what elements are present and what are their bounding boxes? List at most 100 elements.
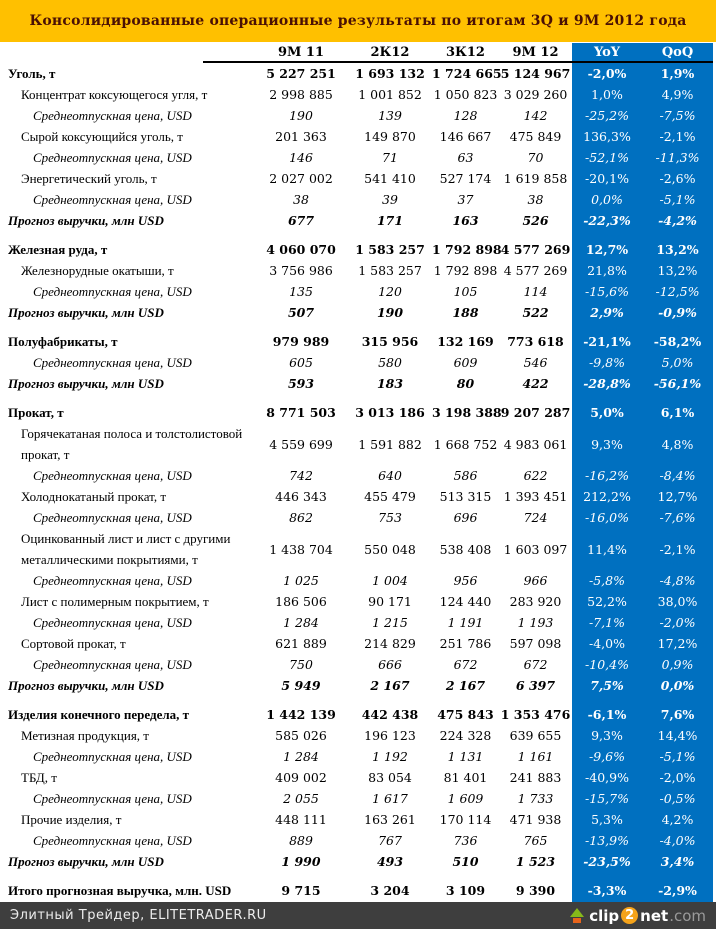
value-9m12: 471 938 xyxy=(509,812,562,827)
value-yoy: 0,0% xyxy=(591,192,623,207)
value-3k12: 672 xyxy=(453,657,478,672)
table-row: Сортовой прокат, т 621 889 214 829 251 7… xyxy=(0,633,716,654)
value-qoq: -4,8% xyxy=(659,573,696,588)
value-yoy: -25,2% xyxy=(585,108,629,123)
row-label: ТБД, т xyxy=(21,770,57,785)
row-label: Среднеотпускная цена, USD xyxy=(33,468,192,483)
value-3k12: 170 114 xyxy=(439,812,492,827)
value-2k12: 1 591 882 xyxy=(358,436,422,452)
value-3k12: 163 xyxy=(452,213,479,228)
value-2k12: 214 829 xyxy=(364,636,416,651)
value-qoq: 12,7% xyxy=(657,489,698,504)
value-2k12: 171 xyxy=(376,213,404,228)
value-9m11: 593 xyxy=(287,376,315,391)
value-qoq: -5,1% xyxy=(659,192,696,207)
value-9m12: 422 xyxy=(522,376,549,391)
value-qoq: 7,6% xyxy=(660,707,695,722)
value-2k12: 71 xyxy=(382,150,398,165)
value-yoy: -9,8% xyxy=(589,355,625,370)
value-3k12: 956 xyxy=(453,573,478,588)
value-9m12: 70 xyxy=(527,150,544,165)
value-yoy: -3,3% xyxy=(587,883,627,898)
value-2k12: 1 693 132 xyxy=(355,66,425,81)
row-label: Сырой коксующийся уголь, т xyxy=(21,129,183,144)
value-qoq: 4,8% xyxy=(661,436,694,452)
row-label: Прогноз выручки, млн USD xyxy=(8,376,164,391)
value-qoq: -8,4% xyxy=(659,468,696,483)
value-3k12: 124 440 xyxy=(439,594,492,609)
value-3k12: 696 xyxy=(453,510,478,525)
table-row: Итого прогнозная выручка, млн. USD 9 715… xyxy=(0,880,716,901)
value-9m11: 862 xyxy=(289,510,313,525)
value-qoq: -12,5% xyxy=(655,284,700,299)
value-3k12: 538 408 xyxy=(439,541,492,557)
table-row: Концентрат коксующегося угля, т 2 998 88… xyxy=(0,84,716,105)
value-qoq: -58,2% xyxy=(653,334,702,349)
value-3k12: 105 xyxy=(453,284,478,299)
value-9m12: 3 029 260 xyxy=(503,87,568,102)
row-label: Железнорудные окатыши, т xyxy=(21,263,174,278)
value-3k12: 132 169 xyxy=(437,334,494,349)
value-3k12: 1 668 752 xyxy=(433,436,498,452)
row-label: Среднеотпускная цена, USD xyxy=(33,108,192,123)
value-9m11: 1 284 xyxy=(283,749,319,764)
value-qoq: -2,0% xyxy=(659,615,696,630)
value-2k12: 1 192 xyxy=(372,749,408,764)
value-9m11: 4 559 699 xyxy=(269,436,333,452)
value-3k12: 1 792 898 xyxy=(432,242,502,257)
column-header-9m11: 9М 11 xyxy=(277,44,325,60)
table-row: Среднеотпускная цена, USD 1 284 1 192 1 … xyxy=(0,746,716,767)
row-label: Метизная продукция, т xyxy=(21,728,149,743)
row-label: Энергетический уголь, т xyxy=(21,171,157,186)
value-9m11: 448 111 xyxy=(275,812,327,827)
value-2k12: 666 xyxy=(378,657,402,672)
row-label: Среднеотпускная цена, USD xyxy=(33,284,192,299)
value-qoq: -4,0% xyxy=(659,833,696,848)
value-2k12: 767 xyxy=(378,833,402,848)
value-2k12: 442 438 xyxy=(361,707,419,722)
value-3k12: 1 724 665 xyxy=(432,66,502,81)
value-3k12: 1 050 823 xyxy=(433,87,498,102)
value-9m11: 135 xyxy=(289,284,313,299)
value-yoy: -23,5% xyxy=(583,854,631,869)
value-2k12: 139 xyxy=(378,108,402,123)
value-9m11: 750 xyxy=(289,657,313,672)
table-row: Среднеотпускная цена, USD 2 055 1 617 1 … xyxy=(0,788,716,809)
table-row: Сырой коксующийся уголь, т 201 363 149 8… xyxy=(0,126,716,147)
value-9m11: 507 xyxy=(287,305,315,320)
row-label: Железная руда, т xyxy=(8,242,108,257)
value-9m12: 283 920 xyxy=(509,594,562,609)
table-row: Среднеотпускная цена, USD 1 284 1 215 1 … xyxy=(0,612,716,633)
row-label: Полуфабрикаты, т xyxy=(8,334,118,349)
row-label: Итого прогнозная выручка, млн. USD xyxy=(8,883,232,898)
value-9m11: 5 227 251 xyxy=(266,66,336,81)
value-3k12: 586 xyxy=(453,468,478,483)
value-9m11: 9 715 xyxy=(281,883,321,898)
value-qoq: -2,1% xyxy=(659,129,696,144)
row-label: Прокат, т xyxy=(8,405,64,420)
value-9m12: 1 353 476 xyxy=(500,707,571,722)
value-3k12: 1 131 xyxy=(447,749,484,764)
value-2k12: 2 167 xyxy=(370,678,410,693)
value-yoy: 9,3% xyxy=(591,436,623,452)
value-yoy: 2,9% xyxy=(590,305,624,320)
value-9m12: 475 849 xyxy=(509,129,562,144)
table-body: Уголь, т 5 227 251 1 693 132 1 724 665 5… xyxy=(0,63,716,901)
value-9m12: 622 xyxy=(523,468,548,483)
value-qoq: 4,2% xyxy=(661,812,694,827)
value-qoq: -2,9% xyxy=(658,883,697,898)
row-label: Среднеотпускная цена, USD xyxy=(33,510,192,525)
value-9m11: 605 xyxy=(289,355,313,370)
row-label: Среднеотпускная цена, USD xyxy=(33,192,192,207)
value-qoq: 13,2% xyxy=(657,263,698,278)
row-label: Холоднокатаный прокат, т xyxy=(21,489,167,504)
value-yoy: -52,1% xyxy=(585,150,629,165)
row-label: Прогноз выручки, млн USD xyxy=(8,213,164,228)
table-row: Прогноз выручки, млн USD 677 171 163 526… xyxy=(0,210,716,231)
value-yoy: -15,7% xyxy=(585,791,629,806)
logo-text-clip: clip xyxy=(589,906,620,925)
value-yoy: -15,6% xyxy=(585,284,629,299)
value-qoq: -7,5% xyxy=(659,108,696,123)
value-qoq: -11,3% xyxy=(655,150,700,165)
